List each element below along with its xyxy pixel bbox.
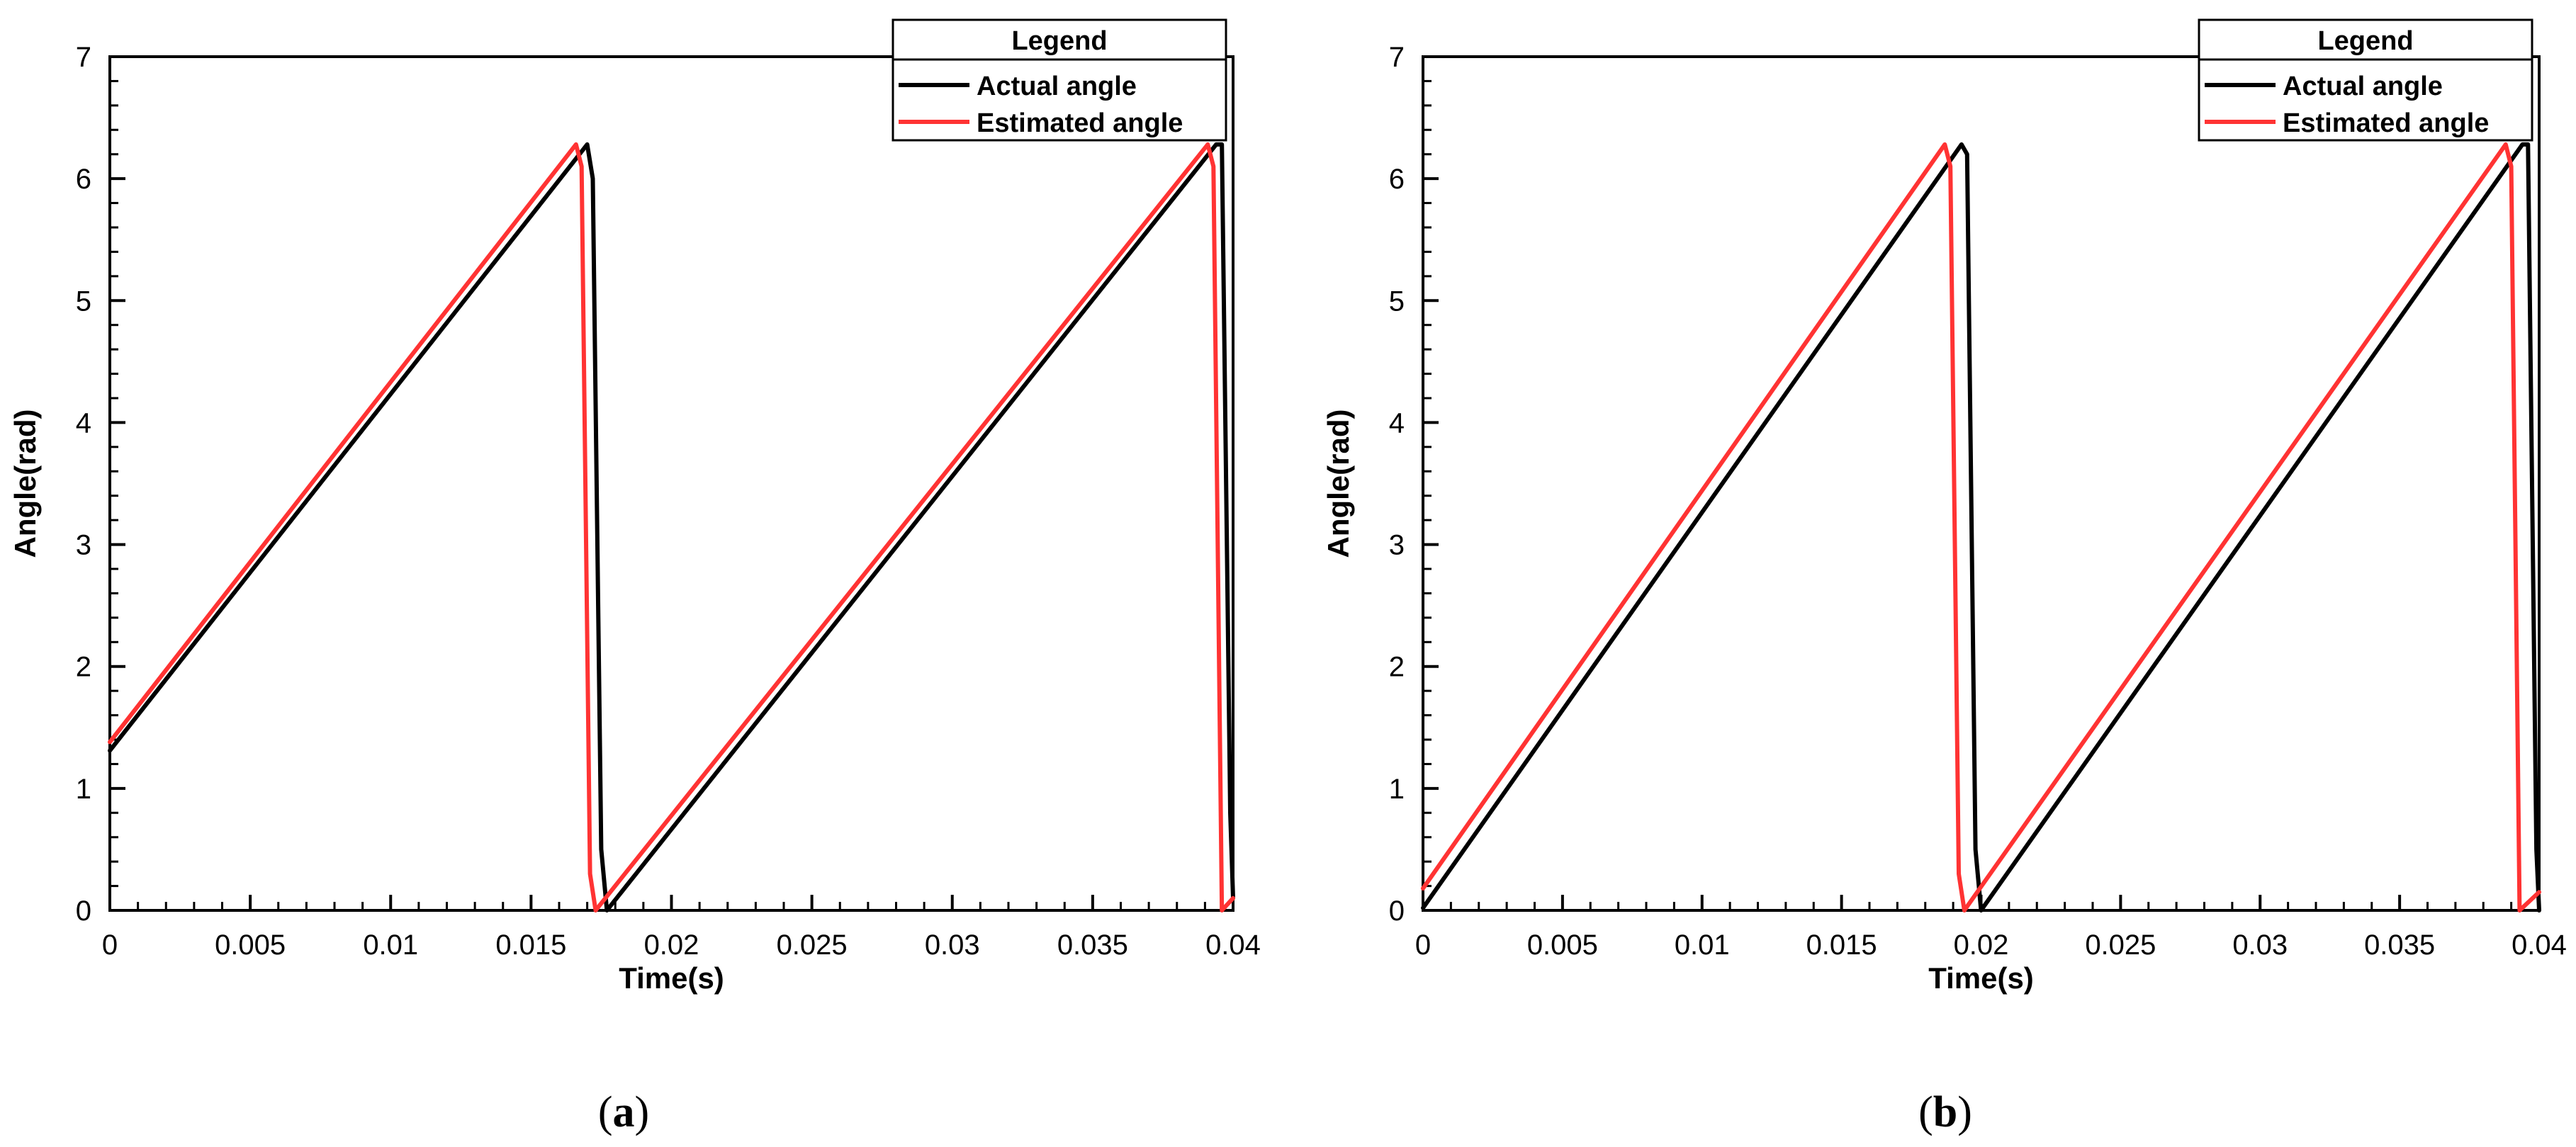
panel-label-letter: a [613, 1088, 635, 1136]
y-tick-label: 4 [1389, 407, 1405, 439]
y-tick-label: 0 [1389, 895, 1405, 927]
y-tick-label: 5 [76, 286, 91, 317]
x-tick-label: 0.025 [2085, 930, 2156, 961]
chart-panel-b: 0 1 2 3 4 5 6 7 0 0.005 0.01 0.015 0.02 0.025 0.03 0.0… [1322, 18, 2567, 1136]
legend: Legend Actual angle Estimated angle [892, 18, 1227, 142]
legend-entry-actual: Actual angle [977, 72, 1137, 101]
y-ticks: 0 1 2 3 4 5 6 7 [76, 42, 125, 927]
y-tick-label: 2 [1389, 652, 1405, 683]
x-axis-title: Time(s) [619, 961, 724, 995]
y-axis-title: Angle(rad) [1322, 409, 1355, 558]
x-tick-label: 0.035 [2364, 930, 2435, 961]
x-tick-label: 0.03 [2232, 930, 2288, 961]
y-tick-label: 6 [1389, 164, 1405, 195]
y-tick-label: 3 [1389, 530, 1405, 561]
legend-title: Legend [1011, 26, 1107, 56]
y-tick-label: 6 [76, 164, 91, 195]
y-tick-label: 1 [1389, 774, 1405, 805]
x-tick-label: 0.015 [1806, 930, 1877, 961]
y-axis-title: Angle(rad) [9, 409, 42, 558]
x-ticks: 0 0.005 0.01 0.015 0.02 0.025 0.03 0.035 0.04 [102, 895, 1261, 961]
x-tick-label: 0.005 [215, 930, 286, 961]
x-tick-label: 0.03 [925, 930, 980, 961]
x-tick-label: 0.02 [644, 930, 699, 961]
x-tick-label: 0 [102, 930, 118, 961]
x-tick-label: 0.025 [777, 930, 848, 961]
series-line-actual-angle [108, 142, 1235, 912]
x-tick-label: 0.015 [495, 930, 566, 961]
x-tick-label: 0.04 [1205, 930, 1261, 961]
y-tick-label: 0 [76, 895, 91, 927]
series-line-actual-angle [1421, 142, 2541, 912]
plot-area-frame [108, 55, 1234, 912]
y-ticks: 0 1 2 3 4 5 6 7 [1389, 42, 1439, 927]
legend-entry-estimated: Estimated angle [977, 108, 1183, 138]
series-lines [1421, 142, 2541, 912]
x-tick-label: 0 [1415, 930, 1431, 961]
y-tick-label: 1 [76, 774, 91, 805]
x-tick-label: 0.01 [363, 930, 418, 961]
x-ticks: 0 0.005 0.01 0.015 0.02 0.025 0.03 0.035 0.04 [1415, 895, 2567, 961]
panel-label: (b) [1918, 1088, 1972, 1136]
y-tick-label: 7 [1389, 42, 1405, 73]
y-tick-label: 7 [76, 42, 91, 73]
panel-label-letter: b [1933, 1088, 1957, 1136]
series-lines [108, 142, 1235, 912]
series-line-estimated-angle [1421, 142, 2541, 912]
legend: Legend Actual angle Estimated angle [2198, 18, 2533, 142]
legend-entry-estimated: Estimated angle [2283, 108, 2489, 138]
legend-entry-actual: Actual angle [2283, 72, 2443, 101]
chart-panel-a: 0 1 2 3 4 5 6 7 0 0.005 0.01 0.015 0.02 0.025 0.03 0.0… [9, 18, 1261, 1136]
x-axis-title: Time(s) [1928, 961, 2034, 995]
y-tick-label: 5 [1389, 286, 1405, 317]
plot-area-frame [1422, 55, 2541, 912]
y-tick-label: 4 [76, 407, 91, 439]
series-line-estimated-angle [108, 142, 1235, 912]
legend-title: Legend [2317, 26, 2413, 56]
y-tick-label: 2 [76, 652, 91, 683]
x-tick-label: 0.01 [1675, 930, 1730, 961]
x-tick-label: 0.035 [1057, 930, 1128, 961]
x-tick-label: 0.005 [1527, 930, 1598, 961]
panel-label: (a) [598, 1088, 649, 1136]
y-tick-label: 3 [76, 530, 91, 561]
x-tick-label: 0.02 [1954, 930, 2009, 961]
x-tick-label: 0.04 [2512, 930, 2567, 961]
